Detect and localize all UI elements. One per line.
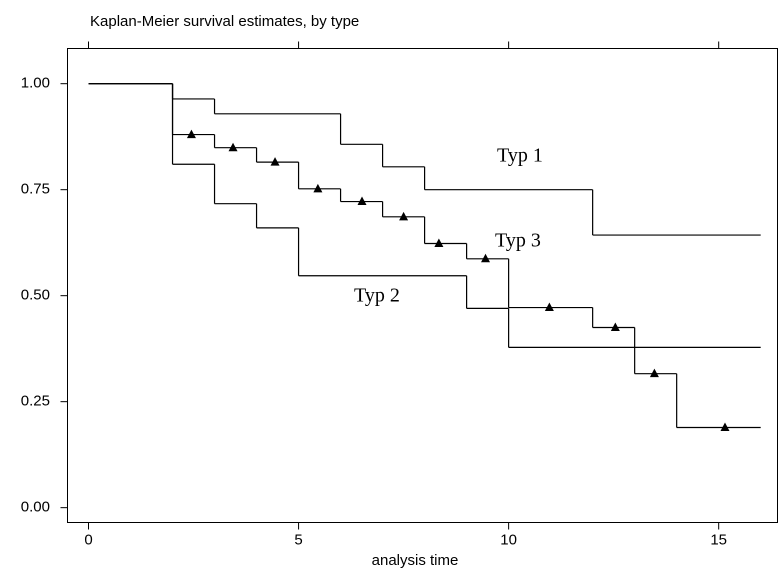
censor-marker: [544, 302, 554, 312]
x-tick-label: 5: [294, 531, 302, 548]
censor-marker: [649, 368, 659, 378]
chart-title: Kaplan-Meier survival estimates, by type: [90, 13, 359, 30]
censor-marker: [228, 142, 238, 152]
censor-marker: [610, 322, 620, 331]
y-tick-label: 0.50: [21, 287, 50, 304]
x-tick-label: 15: [710, 531, 727, 548]
y-tick-label: 0.75: [21, 181, 50, 198]
series-label: Typ 1: [497, 145, 543, 167]
x-axis-label: analysis time: [372, 552, 459, 569]
censor-marker: [720, 422, 730, 432]
series-label: Typ 3: [495, 230, 541, 252]
censor-marker: [481, 253, 491, 263]
censor-marker: [270, 157, 280, 166]
censor-marker: [399, 211, 409, 221]
y-tick-label: 1.00: [21, 75, 50, 92]
y-tick-label: 0.25: [21, 393, 50, 410]
censor-marker: [357, 196, 367, 206]
censor-marker: [313, 183, 323, 193]
censor-marker: [186, 129, 196, 139]
plot-frame: [67, 48, 778, 523]
series-label: Typ 2: [354, 285, 400, 307]
x-tick-label: 10: [500, 531, 517, 548]
censor-marker: [434, 238, 444, 248]
y-tick-label: 0.00: [21, 499, 50, 516]
x-tick-label: 0: [84, 531, 92, 548]
